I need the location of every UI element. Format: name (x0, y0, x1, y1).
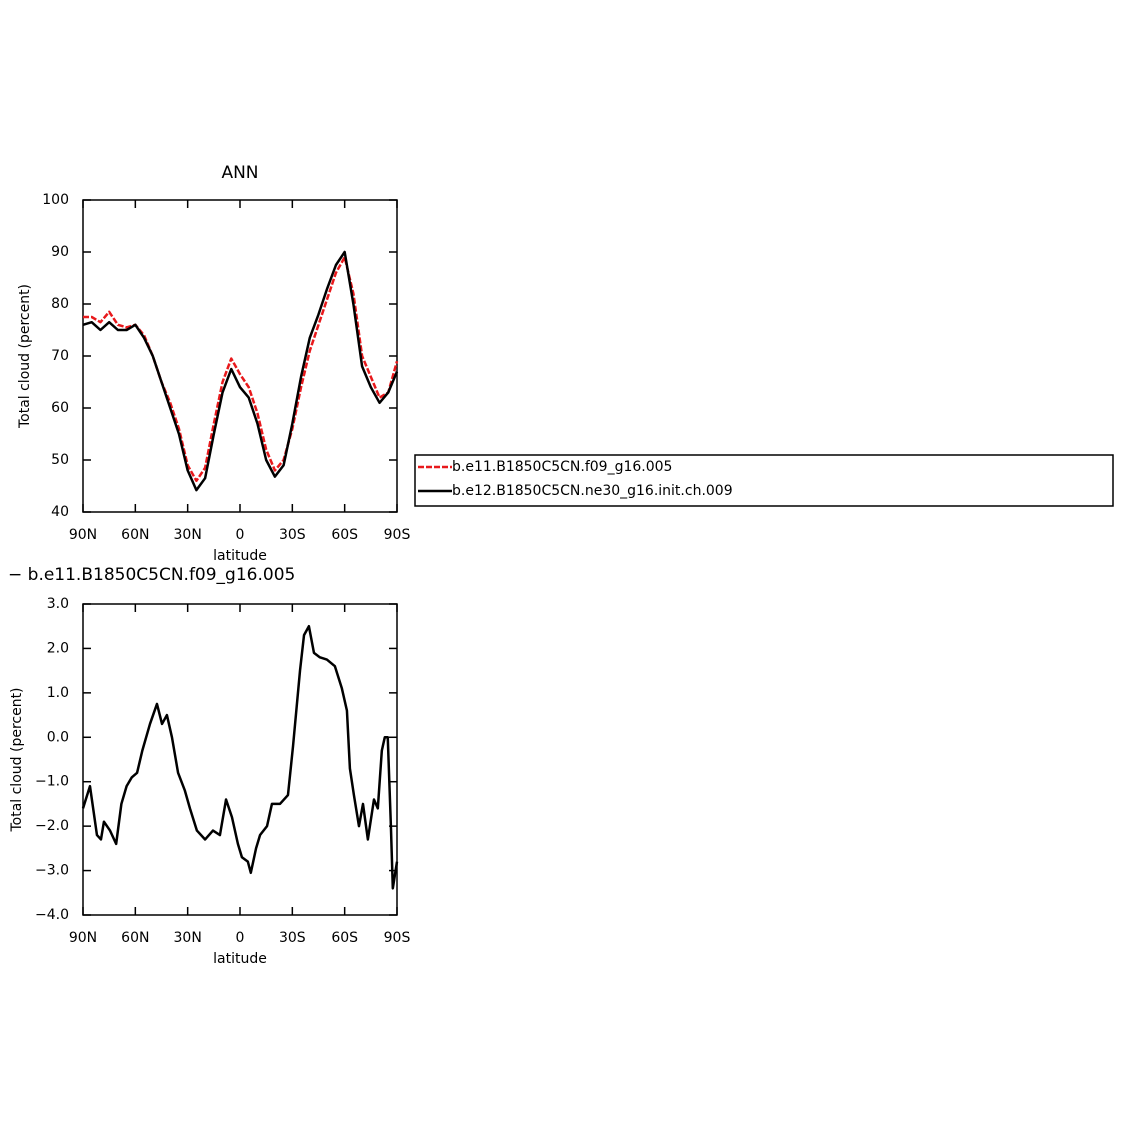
y-tick-label: 50 (51, 452, 69, 468)
y-tick-label: 0.0 (47, 729, 69, 745)
y-tick-label: 80 (51, 296, 69, 312)
x-tick-label: 30N (174, 527, 202, 543)
x-tick-label: 30S (279, 527, 306, 543)
chart-title: ANN (221, 163, 258, 183)
x-tick-label: 60S (331, 527, 358, 543)
legend-frame (414, 454, 1114, 507)
data-line (82, 250, 399, 492)
y-axis-label: Total cloud (percent) (17, 284, 33, 429)
x-tick-label: 60N (121, 930, 149, 946)
y-tick-label: 60 (51, 400, 69, 416)
y-axis-label: Total cloud (percent) (9, 687, 25, 832)
x-tick-label: 90N (69, 930, 97, 946)
y-tick-label: −3.0 (35, 863, 69, 879)
x-tick-label: 90S (384, 527, 411, 543)
y-tick-label: 3.0 (47, 596, 69, 612)
y-tick-label: 40 (51, 504, 69, 520)
plot-frame (82, 199, 398, 513)
legend-label: b.e11.B1850C5CN.f09_g16.005 (452, 459, 672, 475)
y-tick-label: 2.0 (47, 640, 69, 656)
x-tick-label: 90S (384, 930, 411, 946)
x-tick-label: 30N (174, 930, 202, 946)
y-tick-label: 100 (42, 192, 69, 208)
x-tick-label: 0 (236, 930, 245, 946)
chart-title: − b.e11.B1850C5CN.f09_g16.005 (8, 565, 295, 585)
x-tick-label: 30S (279, 930, 306, 946)
y-tick-label: −4.0 (35, 907, 69, 923)
y-tick-label: 90 (51, 244, 69, 260)
y-tick-label: 70 (51, 348, 69, 364)
x-axis-label: latitude (213, 548, 267, 564)
x-axis-label: latitude (213, 951, 267, 967)
x-tick-label: 0 (236, 527, 245, 543)
y-tick-label: −1.0 (35, 774, 69, 790)
x-tick-label: 60N (121, 527, 149, 543)
x-tick-label: 60S (331, 930, 358, 946)
data-line (81, 624, 399, 890)
y-tick-label: 1.0 (47, 685, 69, 701)
x-tick-label: 90N (69, 527, 97, 543)
legend-label: b.e12.B1850C5CN.ne30_g16.init.ch.009 (452, 483, 733, 499)
y-tick-label: −2.0 (35, 818, 69, 834)
